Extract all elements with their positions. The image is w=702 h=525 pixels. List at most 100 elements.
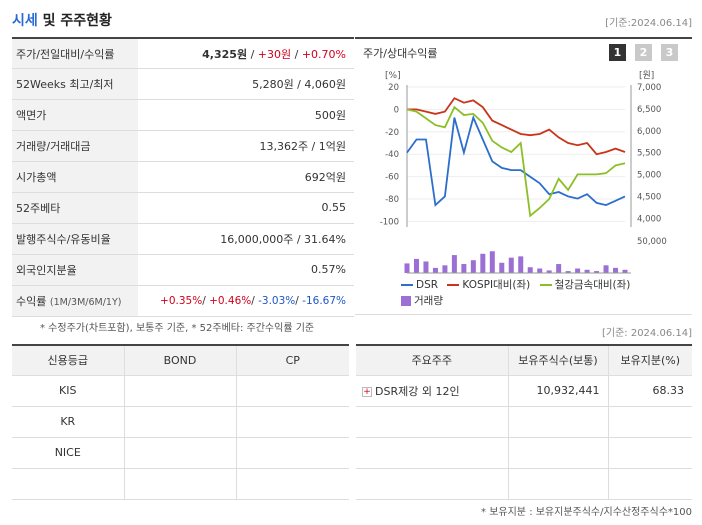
info-row-par-value: 액면가 500원 [12,99,354,132]
legend-dsr: DSR [401,279,438,291]
holders-header: 보유주식수(보통) [507,345,608,376]
legend-label: 거래량 [414,295,443,307]
table-row: KR [12,406,349,438]
holder-shares: 10,932,441 [507,375,608,407]
table-row: KIS [12,375,349,407]
credit-bond [123,437,236,469]
info-key: 수익률 (1M/3M/6M/1Y) [12,285,138,317]
credit-agency: KIS [12,375,124,407]
info-value: 0.57% [138,254,354,286]
volume-bar [480,253,486,273]
credit-cp [235,375,349,407]
holders-header: 주요주주 [356,345,508,376]
major-shareholders-table: 주요주주 보유주식수(보통) 보유지분(%) + DSR제강 외 12인 10,9… [356,344,692,500]
volume-tick-label: 50,000 [637,237,667,247]
right-tick-label: 4,500 [637,192,661,202]
table-row [356,437,692,469]
section-title: 시세 및 주주현황 [12,10,112,30]
chart-tab-2[interactable]: 2 [635,44,652,61]
chart-tab-3[interactable]: 3 [661,44,678,61]
chart-tab-1[interactable]: 1 [609,44,626,61]
volume-bar [499,262,505,273]
volume-bar [489,251,495,273]
title-accent: 시세 [12,13,38,29]
info-key: 52주베타 [12,192,138,224]
holder-shares [507,437,608,469]
credit-agency: KR [12,406,124,438]
left-tick-label: -80 [385,195,399,205]
volume-bar [508,257,514,273]
credit-cp [235,437,349,469]
credit-agency [12,468,124,500]
volume-bar [451,255,457,273]
left-tick-label: -60 [385,173,399,183]
left-axis-unit: [%] [385,71,401,81]
right-tick-label: 7,000 [637,83,661,93]
holder-shares [507,406,608,438]
credit-header-row: 신용등급 BOND CP [12,345,349,376]
info-value: 5,280원 / 4,060원 [138,68,354,101]
left-tick-label: -40 [385,150,399,160]
credit-header: 신용등급 [12,345,124,376]
info-row-foreign: 외국인지분율 0.57% [12,254,354,286]
info-row-market-cap: 시가총액 692억원 [12,161,354,193]
left-tick-label: -20 [385,128,399,138]
info-row-volume: 거래량/거래대금 13,362주 / 1억원 [12,130,354,163]
volume-bar [622,269,628,273]
right-tick-label: 6,000 [637,127,661,137]
legend-swatch [539,284,552,286]
return-1m: +0.35% [160,294,203,307]
series-line-철강금속대비좌 [406,105,626,218]
holder-name: DSR제강 외 12인 [375,384,460,398]
legend-swatch [401,284,413,286]
info-row-beta: 52주베타 0.55 [12,192,354,224]
volume-bar [423,261,429,273]
left-tick-label: -100 [380,217,399,227]
info-key: 외국인지분율 [12,254,138,286]
volume-bar [537,268,543,273]
relative-return-chart: [%] [원] 20 0 -20 -40 -60 -80 -100 7,000 6,500 6,000… [380,70,667,274]
credit-header: CP [235,345,349,376]
holders-header-row: 주요주주 보유주식수(보통) 보유지분(%) [356,345,692,376]
volume-bar [518,256,524,273]
legend-steel: 철강금속대비(좌) [539,277,630,292]
series-line-DSR [406,114,626,207]
volume-bar [413,258,419,273]
legend-swatch [447,284,460,286]
table-row [356,468,692,500]
expand-icon[interactable]: + [362,386,372,397]
credit-header: BOND [123,345,236,376]
holder-pct [607,437,692,469]
volume-bar [575,268,581,273]
info-key: 52Weeks 최고/최저 [12,68,138,101]
info-row-52weeks: 52Weeks 최고/최저 5,280원 / 4,060원 [12,68,354,101]
returns-label: 수익률 [16,294,47,308]
left-tick-label: 20 [388,83,399,93]
right-tick-label: 6,500 [637,105,661,115]
holder-name-cell[interactable]: + DSR제강 외 12인 [356,375,508,407]
info-key: 액면가 [12,99,138,132]
volume-bar [527,267,533,273]
left-tick-label: 0 [394,105,399,115]
reference-date: [기준:2024.06.14] [605,18,692,29]
table-row: + DSR제강 외 12인 10,932,441 68.33 [356,375,692,407]
volume-bar [546,270,552,273]
holder-pct [607,468,692,500]
price-info-table: 주가/전일대비/수익률 4,325원 / +30원 / +0.70% 52Wee… [12,37,354,317]
holder-name [356,468,508,500]
volume-bar [603,265,609,273]
legend-label: DSR [416,279,439,291]
volume-bar [404,263,410,273]
legend-kospi: KOSPI대비(좌) [447,277,530,292]
info-key: 발행주식수/유동비율 [12,223,138,255]
legend-swatch [401,296,411,306]
info-key: 거래량/거래대금 [12,130,138,163]
series-line-KOSPI대비좌 [407,97,626,156]
info-value-returns: +0.35%/ +0.46%/ -3.03%/ -16.67% [138,285,354,317]
info-key: 시가총액 [12,161,138,193]
volume-bar [594,271,600,273]
price-change: +30원 [257,47,292,61]
volume-bar [432,267,438,273]
section-header: 시세 및 주주현황 [기준:2024.06.14] [12,8,692,32]
